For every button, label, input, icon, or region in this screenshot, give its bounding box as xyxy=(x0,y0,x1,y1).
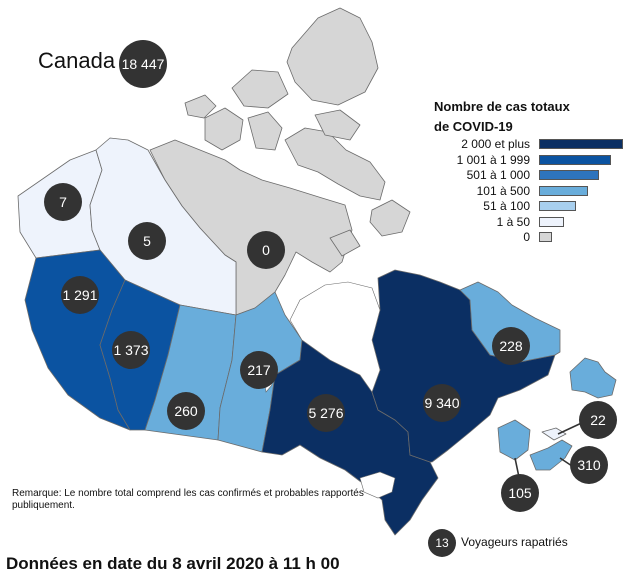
legend-label: 1 à 50 xyxy=(496,214,530,229)
bubble-prince-edward-island: 22 xyxy=(579,401,617,439)
bubble-northwest-territories: 5 xyxy=(128,222,166,260)
remark-note: Remarque: Le nombre total comprend les c… xyxy=(12,488,364,511)
bubble-british-columbia: 1 291 xyxy=(61,276,99,314)
value-prince-edward-island: 22 xyxy=(590,412,606,428)
bubble-quebec: 9 340 xyxy=(423,384,461,422)
legend-row: 1 à 50 xyxy=(425,215,630,231)
value-northwest-territories: 5 xyxy=(143,233,151,249)
legend-label: 51 à 100 xyxy=(483,199,530,213)
date-line: Données en date du 8 avril 2020 à 11 h 0… xyxy=(6,554,340,573)
legend-title: Nombre de cas totaux de COVID-19 xyxy=(434,99,570,134)
legend-swatch xyxy=(539,232,552,242)
legend-row: 51 à 100 xyxy=(425,199,630,215)
legend-swatch xyxy=(539,216,564,227)
legend-label: 501 à 1 000 xyxy=(466,168,530,182)
value-british-columbia: 1 291 xyxy=(62,287,97,303)
legend-swatch xyxy=(539,185,588,196)
legend-row: 1 001 à 1 999 xyxy=(425,153,630,169)
bubble-nunavut: 0 xyxy=(247,231,285,269)
legend: Nombre de cas totaux de COVID-19 2 000 e… xyxy=(425,97,630,246)
region-nova-scotia xyxy=(529,439,573,471)
legend-swatch xyxy=(539,170,599,180)
value-nunavut: 0 xyxy=(262,242,270,258)
bubble-manitoba: 217 xyxy=(240,351,278,389)
hudson-bay xyxy=(289,281,381,393)
canada-total-value: 18 447 xyxy=(122,56,165,72)
value-new-brunswick: 105 xyxy=(508,485,532,501)
bubble-yukon: 7 xyxy=(44,183,82,221)
legend-swatch xyxy=(539,201,576,211)
legend-swatch xyxy=(539,154,611,165)
country-label: Canada xyxy=(38,48,116,73)
region-newfoundland-labrador xyxy=(459,281,617,399)
legend-row: 501 à 1 000 xyxy=(425,168,630,184)
value-manitoba: 217 xyxy=(247,362,271,378)
legend-label: 0 xyxy=(523,230,530,244)
value-saskatchewan: 260 xyxy=(174,403,198,419)
bubble-saskatchewan: 260 xyxy=(167,392,205,430)
value-ontario: 5 276 xyxy=(308,405,343,421)
bubble-alberta: 1 373 xyxy=(112,331,150,369)
legend-row: 2 000 et plus xyxy=(425,137,630,153)
value-yukon: 7 xyxy=(59,194,67,210)
legend-label: 1 001 à 1 999 xyxy=(456,152,530,167)
value-quebec: 9 340 xyxy=(424,395,459,411)
repatriated-label: Voyageurs rapatriés xyxy=(461,535,568,549)
value-nova-scotia: 310 xyxy=(577,457,601,473)
canada-total-bubble: 18 447 xyxy=(119,40,167,88)
legend-swatch xyxy=(539,139,623,149)
value-newfoundland-labrador: 228 xyxy=(499,338,523,354)
region-prince-edward-island xyxy=(541,427,567,441)
legend-row: 0 xyxy=(425,230,630,246)
value-alberta: 1 373 xyxy=(113,342,148,358)
great-lakes xyxy=(359,471,396,499)
leader-line-ns xyxy=(559,457,573,467)
bubble-nova-scotia: 310 xyxy=(570,446,608,484)
legend-rows: 2 000 et plus 1 001 à 1 999 501 à 1 000 101… xyxy=(425,137,630,246)
bubble-new-brunswick: 105 xyxy=(501,474,539,512)
legend-label: 101 à 500 xyxy=(476,183,530,198)
bubble-newfoundland-labrador: 228 xyxy=(492,327,530,365)
region-nunavut xyxy=(149,7,411,316)
legend-label: 2 000 et plus xyxy=(461,137,530,151)
region-new-brunswick xyxy=(497,419,531,461)
bubble-ontario: 5 276 xyxy=(307,394,345,432)
repatriated-value: 13 xyxy=(435,536,449,550)
legend-row: 101 à 500 xyxy=(425,184,630,200)
repatriated-bubble: 13 xyxy=(428,529,456,557)
region-northwest-territories xyxy=(89,137,237,316)
